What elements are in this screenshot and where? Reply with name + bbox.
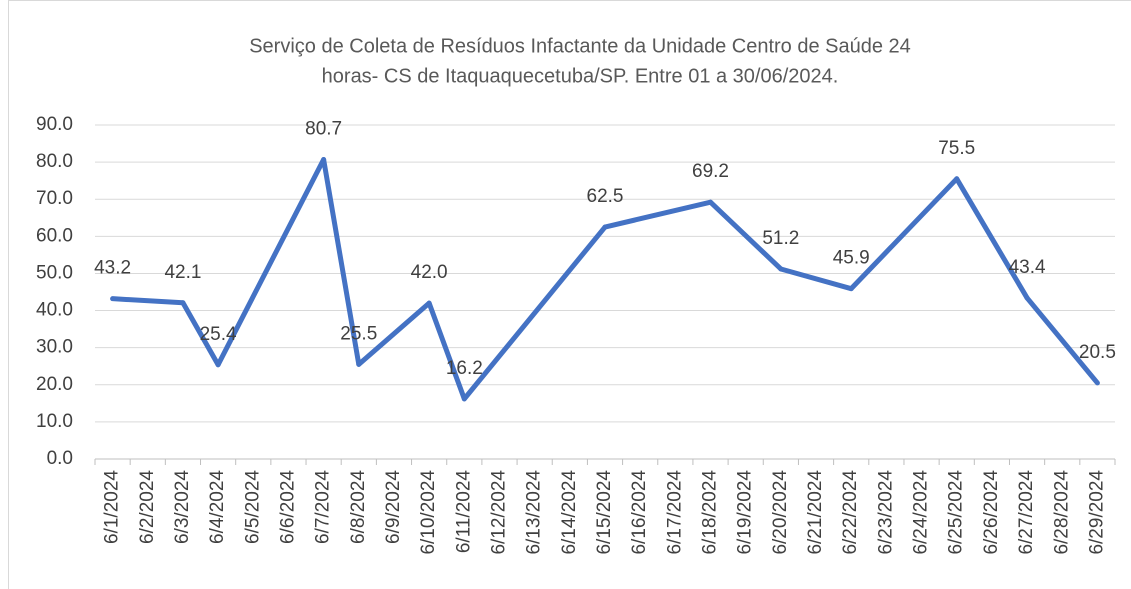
line-segment	[708, 199, 784, 272]
y-tick-label: 80.0	[36, 151, 73, 172]
x-tick-label: 6/15/2024	[594, 470, 615, 555]
chart-title: Serviço de Coleta de Resíduos Infactante…	[249, 35, 911, 57]
x-tick-label: 6/10/2024	[418, 470, 439, 555]
data-label: 80.7	[305, 119, 342, 140]
y-tick-label: 60.0	[36, 225, 73, 246]
data-label: 42.0	[411, 262, 448, 283]
line-segment	[848, 176, 960, 292]
x-tick-label: 6/16/2024	[629, 470, 650, 555]
y-tick-label: 30.0	[36, 337, 73, 358]
x-tick-label: 6/21/2024	[805, 470, 826, 555]
data-label: 42.1	[164, 262, 201, 283]
x-tick-label: 6/17/2024	[664, 470, 685, 555]
x-tick-label: 6/8/2024	[348, 470, 369, 544]
x-tick-label: 6/14/2024	[559, 470, 580, 555]
y-tick-label: 90.0	[36, 114, 73, 135]
line-segment	[215, 157, 327, 368]
y-tick-label: 50.0	[36, 262, 73, 283]
data-label: 51.2	[762, 228, 799, 249]
x-tick-label: 6/7/2024	[313, 470, 334, 544]
y-tick-label: 0.0	[47, 448, 73, 469]
line-segment	[602, 199, 714, 230]
x-tick-label: 6/12/2024	[488, 470, 509, 555]
data-label: 45.9	[833, 248, 870, 269]
x-tick-label: 6/13/2024	[524, 470, 545, 555]
x-tick-label: 6/22/2024	[840, 470, 861, 555]
line-segment	[461, 224, 608, 402]
x-tick-label: 6/20/2024	[770, 470, 791, 555]
x-tick-label: 6/23/2024	[875, 470, 896, 555]
data-label: 75.5	[938, 138, 975, 159]
line-segment	[110, 296, 186, 306]
data-label: 25.4	[200, 324, 237, 345]
data-label: 69.2	[692, 161, 729, 182]
chart-border	[8, 0, 1131, 589]
x-tick-label: 6/27/2024	[1016, 470, 1037, 555]
data-label: 43.2	[94, 258, 131, 279]
x-tick-label: 6/4/2024	[207, 470, 228, 544]
x-tick-label: 6/19/2024	[735, 470, 756, 555]
data-label: 25.5	[340, 323, 377, 344]
x-tick-label: 6/1/2024	[102, 470, 123, 544]
data-label: 20.5	[1079, 342, 1116, 363]
data-label: 43.4	[1009, 257, 1046, 278]
y-tick-label: 10.0	[36, 411, 73, 432]
y-tick-label: 70.0	[36, 188, 73, 209]
data-label: 16.2	[446, 358, 483, 379]
x-tick-label: 6/2/2024	[137, 470, 158, 544]
x-tick-label: 6/3/2024	[172, 470, 193, 544]
y-tick-label: 20.0	[36, 374, 73, 395]
x-tick-label: 6/9/2024	[383, 470, 404, 544]
chart-title: horas- CS de Itaquaquecetuba/SP. Entre 0…	[322, 65, 839, 87]
x-tick-label: 6/29/2024	[1086, 470, 1107, 555]
line-segment	[356, 300, 432, 367]
y-tick-label: 40.0	[36, 300, 73, 321]
line-segment	[180, 300, 221, 368]
x-tick-label: 6/25/2024	[946, 470, 967, 555]
x-tick-label: 6/28/2024	[1051, 470, 1072, 555]
line-segment	[1024, 295, 1100, 386]
line-segment	[426, 300, 467, 402]
x-tick-label: 6/5/2024	[242, 470, 263, 544]
line-segment	[778, 266, 854, 292]
x-tick-label: 6/11/2024	[453, 470, 474, 554]
x-tick-label: 6/18/2024	[700, 470, 721, 555]
line-segment	[321, 157, 362, 367]
x-tick-label: 6/26/2024	[981, 470, 1002, 555]
data-label: 62.5	[587, 186, 624, 207]
line-segment	[954, 176, 1030, 301]
x-tick-label: 6/6/2024	[277, 470, 298, 544]
x-tick-label: 6/24/2024	[911, 470, 932, 555]
